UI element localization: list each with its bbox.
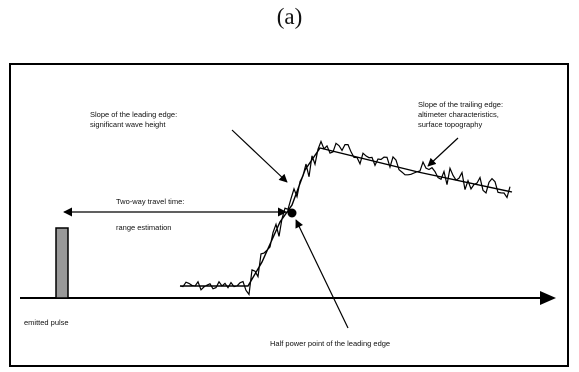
trailing-slope-pointer <box>427 137 459 167</box>
travel-time-label-line1: Two-way travel time: <box>116 197 185 206</box>
leading-slope-label: Slope of the leading edge: significant w… <box>90 110 177 130</box>
half-power-point <box>287 208 297 218</box>
trailing-slope-label-line1: Slope of the trailing edge: <box>418 100 504 109</box>
travel-time-label-line2: range estimation <box>116 223 172 232</box>
leading-slope-label-line1: Slope of the leading edge: <box>90 110 178 119</box>
trailing-slope-label-line3: surface topography <box>418 120 483 129</box>
time-axis-arrowhead <box>540 291 556 305</box>
trailing-slope-label: Slope of the trailing edge: altimeter ch… <box>418 100 503 130</box>
emitted-pulse-label: emitted pulse <box>24 318 69 327</box>
emitted-pulse-bar <box>55 227 69 299</box>
trailing-slope-label-line2: altimeter characteristics, <box>418 110 499 119</box>
noisy-return-waveform <box>179 139 511 296</box>
figure-caption: (a) <box>276 4 303 29</box>
half-power-label: Half power point of the leading edge <box>270 339 391 348</box>
diagram-frame <box>9 63 569 367</box>
half-power-pointer <box>295 219 349 329</box>
leading-slope-label-line2: significant wave height <box>90 120 166 129</box>
leading-slope-pointer <box>231 129 288 183</box>
ideal-waveform <box>180 147 513 287</box>
